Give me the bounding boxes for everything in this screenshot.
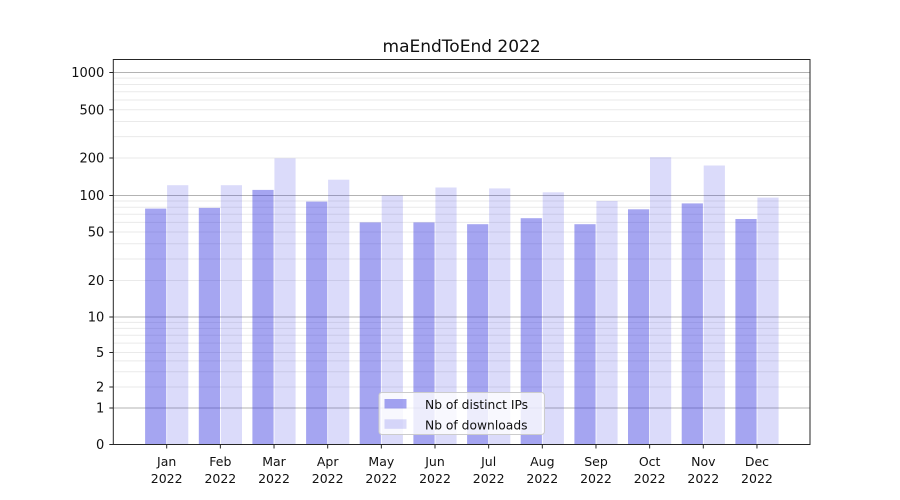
legend-label-distinct-ips: Nb of distinct IPs [425,398,528,412]
x-tick-label-month: Sep [584,454,608,469]
y-tick-label: 200 [79,152,104,167]
bar-downloads-sep [596,201,618,445]
x-tick-label-month: Aug [530,454,554,469]
y-tick-label: 50 [88,226,105,241]
bar-distinct-ips-dec [735,219,757,445]
bar-downloads-jun [435,187,457,445]
plot-border [112,59,811,445]
axes: 0 1 2 5 10 20 50 100 200 500 1000 Jan 2022 Feb 2022 Mar… [71,66,773,486]
bar-downloads-nov [703,165,725,445]
bar-downloads-jan [167,185,189,445]
bar-downloads-mar [274,158,296,445]
y-tick-label: 500 [79,103,104,118]
y-tick-label: 1000 [71,66,104,81]
x-tick-label-month: May [368,454,394,469]
bars [145,157,779,445]
legend-label-downloads: Nb of downloads [425,418,528,432]
y-tick-label: 0 [96,438,104,453]
bar-distinct-ips-feb [198,207,220,445]
y-tick-label: 100 [79,189,104,204]
bar-downloads-oct [650,157,672,445]
y-tick-label: 10 [88,311,105,326]
x-tick-label-year: 2022 [473,471,505,486]
x-tick-label-year: 2022 [580,471,612,486]
x-tick-label-year: 2022 [312,471,344,486]
bar-distinct-ips-may [359,222,381,445]
y-tick-label: 2 [96,381,104,396]
legend-box [378,392,545,435]
x-tick-label-year: 2022 [687,471,719,486]
bar-downloads-feb [220,185,242,445]
legend: Nb of distinct IPs Nb of downloads [378,392,545,435]
bar-distinct-ips-jan [145,208,167,445]
x-tick-label-year: 2022 [634,471,666,486]
x-tick-label-month: Mar [262,454,286,469]
legend-swatch-downloads [384,419,407,429]
x-tick-label-year: 2022 [526,471,558,486]
x-tick-label-year: 2022 [204,471,236,486]
x-tick-label-month: Feb [209,454,231,469]
y-tick-label: 5 [96,346,104,361]
bar-distinct-ips-sep [574,224,596,445]
bar-distinct-ips-mar [252,189,274,445]
bar-distinct-ips-jun [413,222,435,445]
x-tick-label-year: 2022 [151,471,183,486]
x-tick-label-month: Dec [745,454,769,469]
y-tick-label: 1 [96,402,104,417]
bar-distinct-ips-nov [681,203,703,445]
x-tick-label-month: Oct [639,454,661,469]
x-tick-label-month: Apr [317,454,339,469]
chart-title: maEndToEnd 2022 [383,37,541,57]
bar-downloads-aug [542,192,564,445]
bar-downloads-dec [757,197,779,445]
x-tick-label-year: 2022 [741,471,773,486]
x-tick-label-month: Jul [480,454,496,469]
x-tick-label-year: 2022 [258,471,290,486]
x-tick-label-year: 2022 [365,471,397,486]
x-tick-label-year: 2022 [419,471,451,486]
bar-distinct-ips-aug [520,218,542,445]
bar-distinct-ips-jul [467,224,489,445]
bar-downloads-jul [489,188,511,445]
bar-downloads-apr [328,179,350,445]
bar-distinct-ips-oct [628,209,650,445]
x-tick-label-month: Jan [156,454,176,469]
bar-downloads-may [381,195,403,445]
bar-distinct-ips-apr [306,201,328,445]
x-tick-label-month: Jun [424,454,445,469]
y-tick-label: 20 [88,274,105,289]
x-tick-label-month: Nov [691,454,716,469]
legend-swatch-distinct-ips [384,399,407,409]
